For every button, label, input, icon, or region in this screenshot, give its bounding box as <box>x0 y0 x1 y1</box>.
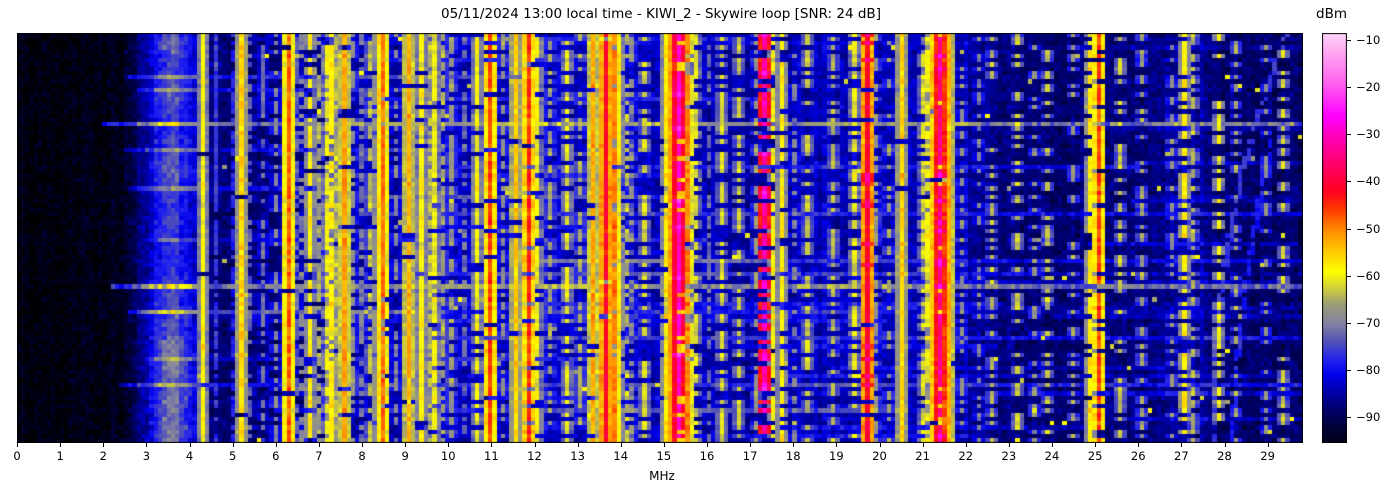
x-tick-label: 3 <box>142 449 151 463</box>
colorbar-tick <box>1347 369 1351 371</box>
x-tick-label: 5 <box>228 449 237 463</box>
x-tick <box>750 443 752 447</box>
colorbar-tick <box>1347 40 1351 42</box>
colorbar-tick-label: −10 <box>1356 33 1381 48</box>
x-tick-label: 12 <box>527 449 542 463</box>
colorbar-tick <box>1347 417 1351 419</box>
x-tick <box>836 443 838 447</box>
x-tick <box>879 443 881 447</box>
colorbar-tick <box>1347 181 1351 183</box>
x-tick-label: 27 <box>1174 449 1189 463</box>
colorbar-tick <box>1347 228 1351 230</box>
colorbar-label: dBm <box>1316 6 1347 22</box>
x-tick <box>17 443 18 447</box>
x-tick-label: 9 <box>401 449 409 463</box>
colorbar-tick <box>1347 275 1351 277</box>
colorbar-tick-label: −90 <box>1356 410 1381 425</box>
colorbar-tick-label: −50 <box>1356 221 1381 236</box>
x-tick-label: 6 <box>272 449 280 463</box>
x-tick <box>362 443 363 447</box>
x-tick <box>1052 443 1053 447</box>
x-tick <box>793 443 795 447</box>
x-tick-label: 2 <box>99 449 107 463</box>
x-tick <box>1267 443 1269 447</box>
x-tick-label: 21 <box>915 449 930 463</box>
colorbar-tick-label: −70 <box>1356 315 1381 330</box>
x-tick <box>620 443 622 447</box>
x-tick-label: 4 <box>185 449 194 463</box>
x-tick <box>965 443 967 447</box>
x-tick-label: 28 <box>1217 449 1232 463</box>
x-tick-label: 15 <box>656 449 672 463</box>
x-tick-label: 26 <box>1130 449 1146 463</box>
x-tick-label: 10 <box>440 449 456 463</box>
colorbar-tick-label: −40 <box>1356 174 1381 189</box>
x-tick-label: 8 <box>358 449 366 463</box>
x-tick-label: 29 <box>1260 449 1275 463</box>
colorbar-tick-label: −60 <box>1356 268 1381 283</box>
x-tick <box>146 443 148 447</box>
x-tick-label: 13 <box>570 449 585 463</box>
x-tick <box>103 443 105 447</box>
x-tick <box>60 443 62 447</box>
colorbar-tick <box>1347 134 1351 136</box>
colorbar-canvas <box>1322 33 1347 443</box>
x-tick-label: 17 <box>742 449 758 463</box>
x-tick <box>1095 443 1097 447</box>
colorbar-tick-label: −30 <box>1356 127 1381 142</box>
colorbar-tick <box>1347 87 1351 89</box>
x-tick-label: 25 <box>1087 449 1103 463</box>
x-tick-label: 24 <box>1044 449 1060 463</box>
x-tick <box>1181 443 1183 447</box>
x-tick-label: 1 <box>56 449 64 463</box>
x-tick <box>922 443 924 447</box>
x-tick <box>1224 443 1226 447</box>
x-tick-label: 18 <box>785 449 801 463</box>
x-tick <box>232 443 234 447</box>
x-tick-label: 23 <box>1001 449 1017 463</box>
x-tick <box>534 443 536 447</box>
x-tick <box>491 443 493 447</box>
x-tick <box>1008 443 1010 447</box>
x-tick <box>707 443 708 447</box>
x-tick-label: 16 <box>699 449 715 463</box>
x-tick-label: 14 <box>613 449 629 463</box>
x-tick <box>275 443 277 447</box>
x-tick <box>577 443 579 447</box>
x-tick <box>405 443 407 447</box>
colorbar-tick-label: −20 <box>1356 80 1381 95</box>
colorbar-tick <box>1347 322 1351 324</box>
x-tick-label: 0 <box>13 449 21 463</box>
x-tick <box>1138 443 1140 447</box>
colorbar-tick-label: −80 <box>1356 362 1381 377</box>
x-tick <box>189 443 191 447</box>
chart-title: 05/11/2024 13:00 local time - KIWI_2 - S… <box>441 6 881 22</box>
x-tick <box>663 443 665 447</box>
x-tick <box>318 443 320 447</box>
x-tick-label: 19 <box>829 449 844 463</box>
x-tick-label: 11 <box>484 449 499 463</box>
x-tick-label: 22 <box>958 449 974 463</box>
x-tick <box>448 443 450 447</box>
x-axis-label: MHz <box>649 469 675 483</box>
x-tick-label: 20 <box>872 449 887 463</box>
spectrogram-canvas <box>17 33 1303 443</box>
x-tick-label: 7 <box>315 449 323 463</box>
